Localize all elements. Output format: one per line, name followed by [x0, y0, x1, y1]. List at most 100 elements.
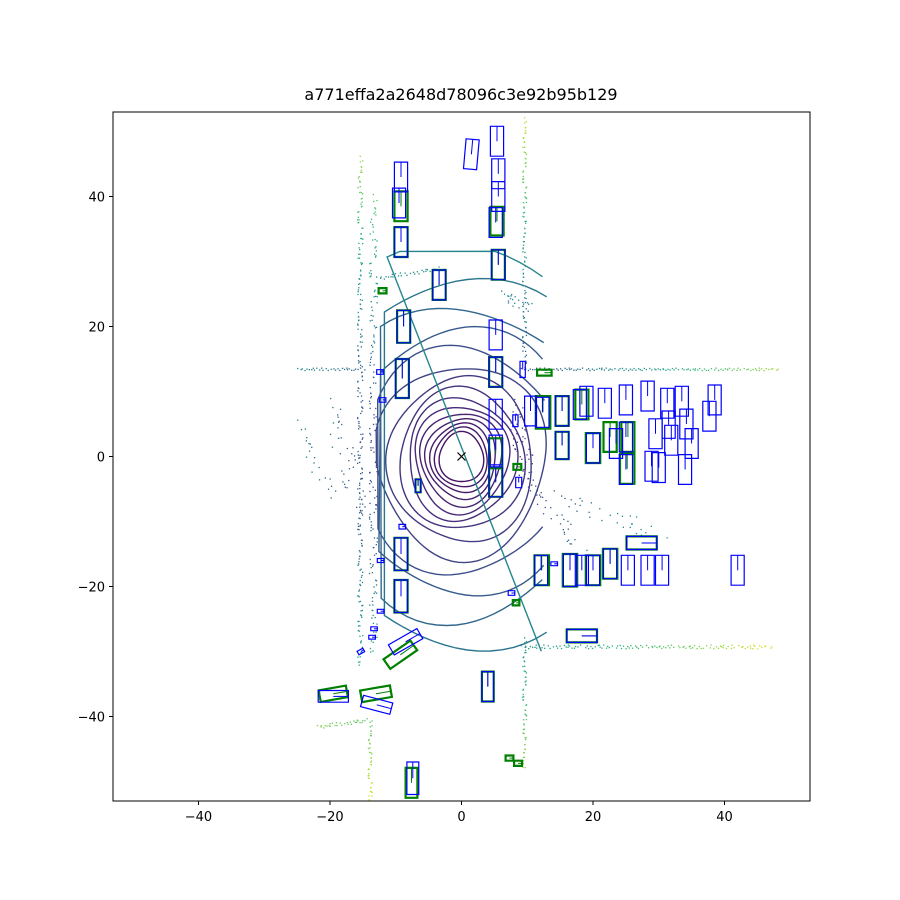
- lidar-point: [357, 661, 360, 663]
- lidar-point: [376, 495, 378, 498]
- lidar-point: [311, 471, 313, 473]
- lidar-point: [621, 367, 624, 370]
- lidar-point: [308, 442, 310, 445]
- x-tick-label: 20: [585, 810, 602, 825]
- lidar-point: [509, 298, 512, 300]
- prediction-box-outline: [572, 389, 588, 420]
- lidar-point: [362, 227, 364, 229]
- lidar-point: [300, 428, 303, 431]
- lidar-point: [524, 127, 526, 129]
- ground-truth-box-outline: [535, 368, 553, 377]
- lidar-point: [361, 371, 363, 373]
- lidar-point: [300, 368, 302, 371]
- lidar-point: [361, 335, 363, 337]
- lidar-point: [367, 768, 369, 771]
- lidar-point: [541, 496, 544, 498]
- lidar-point: [361, 438, 363, 440]
- prediction-box: [585, 432, 601, 464]
- lidar-point: [360, 412, 362, 415]
- lidar-point: [359, 569, 361, 571]
- lidar-point: [601, 367, 603, 369]
- prediction-box-outline: [396, 309, 411, 344]
- lidar-point: [522, 696, 524, 698]
- lidar-point: [524, 122, 526, 124]
- lidar-point: [357, 211, 359, 213]
- lidar-point: [627, 369, 630, 372]
- lidar-point: [640, 528, 642, 531]
- prediction-box: [393, 537, 409, 571]
- lidar-point: [359, 584, 362, 587]
- prediction-box: [481, 670, 495, 703]
- lidar-point: [329, 478, 331, 480]
- lidar-point: [522, 407, 524, 409]
- lidar-point: [566, 540, 568, 542]
- lidar-point: [539, 367, 541, 369]
- ground-truth-box: [512, 759, 524, 768]
- prediction-box: [648, 418, 663, 450]
- lidar-point: [324, 725, 326, 727]
- prediction-box-heading: [376, 704, 392, 710]
- lidar-point: [591, 368, 594, 370]
- lidar-point: [376, 504, 378, 507]
- lidar-point: [370, 397, 372, 399]
- lidar-point: [683, 645, 685, 648]
- lidar-point: [528, 648, 530, 650]
- lidar-point: [699, 367, 701, 370]
- lidar-point: [523, 660, 525, 662]
- lidar-point: [357, 316, 360, 318]
- lidar-point: [371, 791, 373, 794]
- lidar-point: [617, 645, 619, 647]
- lidar-point: [360, 610, 362, 612]
- lidar-point: [346, 367, 348, 369]
- lidar-point: [776, 369, 778, 371]
- ground-truth-box: [504, 754, 515, 762]
- lidar-point: [757, 648, 759, 650]
- lidar-point: [641, 646, 644, 648]
- lidar-point: [523, 276, 525, 278]
- lidar-point: [760, 368, 763, 370]
- lidar-point: [361, 477, 363, 480]
- lidar-point: [358, 221, 360, 224]
- lidar-point: [374, 461, 377, 463]
- lidar-point: [375, 508, 377, 510]
- lidar-point: [370, 761, 372, 763]
- lidar-point: [521, 415, 523, 417]
- lidar-point: [635, 369, 637, 371]
- lidar-point: [376, 276, 378, 278]
- lidar-point: [370, 314, 372, 317]
- lidar-point: [525, 257, 527, 259]
- lidar-point: [717, 647, 720, 649]
- x-axis: −40 −20 0 20 40: [185, 801, 733, 825]
- lidar-point: [359, 503, 361, 505]
- lidar-point: [525, 737, 527, 739]
- lidar-point: [359, 161, 361, 163]
- prediction-box: [620, 554, 636, 586]
- lidar-point: [519, 456, 521, 458]
- lidar-point: [361, 472, 363, 474]
- lidar-point: [368, 777, 370, 779]
- lidar-point: [536, 647, 538, 649]
- ground-truth-box-outline: [504, 754, 515, 762]
- lidar-point: [357, 390, 359, 392]
- lidar-point: [736, 369, 738, 371]
- lidar-point: [640, 534, 643, 536]
- ground-truth-box-outline: [377, 287, 388, 295]
- lidar-point: [297, 367, 299, 370]
- lidar-point: [683, 369, 685, 371]
- lidar-point: [327, 369, 329, 372]
- lidar-point: [339, 453, 341, 455]
- lidar-point: [371, 600, 374, 602]
- lidar-point: [589, 516, 591, 518]
- lidar-point: [373, 364, 375, 366]
- lidar-point: [370, 441, 372, 443]
- lidar-point: [362, 160, 364, 162]
- lidar-point: [737, 367, 739, 369]
- prediction-box-outline: [620, 554, 636, 586]
- plot-area: [297, 117, 779, 801]
- lidar-point: [522, 688, 525, 690]
- lidar-point: [675, 367, 677, 369]
- lidar-point: [567, 644, 570, 646]
- lidar-point: [372, 351, 374, 353]
- lidar-point: [421, 269, 423, 271]
- lidar-point: [617, 512, 619, 515]
